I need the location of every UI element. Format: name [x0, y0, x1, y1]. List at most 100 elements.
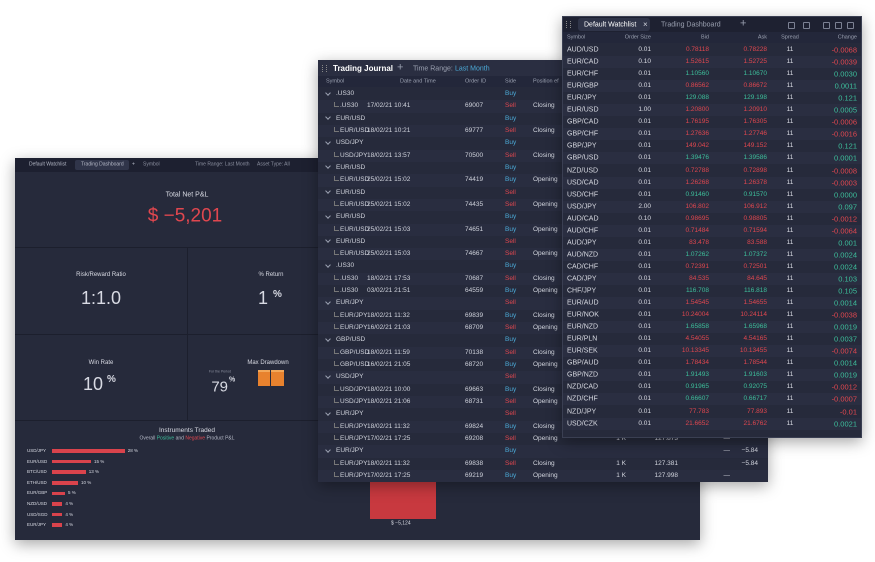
order-id: 69824 — [465, 422, 484, 430]
cell: 0.01 — [638, 238, 651, 246]
add-button[interactable]: + — [740, 17, 747, 30]
tab[interactable]: Default Watchlist — [29, 161, 67, 168]
cell: AUD/JPY — [567, 239, 597, 247]
order-id: 74667 — [465, 249, 484, 257]
cell: USD/CZK — [567, 420, 598, 428]
cell: 0.01 — [638, 154, 651, 162]
column-header[interactable]: Symbol — [326, 77, 345, 84]
tab[interactable]: Trading Dashboard — [661, 21, 721, 29]
cell: 116.818 — [743, 286, 767, 294]
cell: -0.0012 — [831, 382, 857, 392]
cell: 0.98805 — [743, 214, 768, 222]
cell: 0.01 — [638, 130, 651, 138]
column-header[interactable]: Date and Time — [400, 77, 436, 84]
column-header[interactable]: Symbol — [567, 33, 586, 40]
cell: 1.65968 — [743, 322, 768, 330]
section-title: Instruments Traded — [159, 426, 215, 434]
row-stripe — [563, 56, 861, 69]
symbol: .US30 — [340, 286, 359, 294]
order-id: 70500 — [465, 151, 484, 159]
cell: 0.01 — [638, 347, 651, 354]
filter[interactable]: Symbol — [143, 161, 160, 168]
date-time: 16/02/21 21:03 — [367, 323, 411, 331]
symbol: EUR/JPY — [340, 459, 368, 467]
order-id: 69219 — [465, 471, 484, 479]
tree-connector — [334, 422, 339, 428]
column-header[interactable]: Order ID — [465, 77, 487, 84]
tab[interactable]: Trading Dashboard — [81, 161, 124, 168]
cell: EUR/NZD — [567, 323, 599, 331]
cell: 1.00 — [638, 106, 651, 113]
cell: 0.0019 — [834, 370, 857, 380]
cell: 11 — [786, 142, 794, 150]
instrument-bar — [52, 470, 86, 474]
tab[interactable]: + — [132, 161, 135, 168]
side: Sell — [505, 323, 516, 331]
cell: 1.27636 — [685, 130, 710, 138]
cell: 0.0024 — [834, 262, 857, 272]
toolbar-icon — [847, 22, 854, 29]
cell: 0.91570 — [743, 190, 768, 198]
add-button[interactable]: + — [397, 61, 404, 74]
date-time: 18/02/21 17:53 — [367, 274, 411, 282]
tab-close[interactable]: × — [643, 20, 648, 29]
instrument-name: BTC/USD — [27, 468, 47, 474]
symbol: GBP/USD — [340, 360, 370, 368]
tree-connector — [334, 225, 339, 231]
cell: 1.76195 — [685, 118, 710, 126]
side: Sell — [505, 397, 516, 405]
column-header[interactable]: Side — [505, 77, 517, 84]
cell: 0.01 — [638, 359, 651, 367]
position-effect: Closing — [533, 385, 555, 393]
filter[interactable]: Asset Type: All — [257, 161, 290, 168]
column-header[interactable]: Order Size — [624, 33, 651, 40]
filter[interactable]: Time Range: Last Month — [195, 161, 250, 168]
column-header[interactable]: Bid — [701, 33, 709, 40]
column-header[interactable]: Change — [837, 33, 857, 40]
cell: 11 — [786, 190, 794, 198]
range-value[interactable]: Last Month — [455, 65, 490, 73]
tree-connector — [334, 471, 339, 477]
cell: GBP/CAD — [567, 118, 599, 126]
cell: 0.01 — [638, 93, 651, 101]
metric-unit: % — [107, 374, 116, 385]
metric-value: 1 — [257, 288, 268, 308]
column-header[interactable]: Spread — [781, 33, 799, 40]
cell: 0.0005 — [834, 105, 857, 115]
cell: EUR/AUD — [567, 299, 599, 307]
group-symbol: EUR/USD — [336, 212, 366, 220]
position-effect: Closing — [533, 459, 555, 467]
cell: 1.26268 — [685, 178, 710, 186]
side: Buy — [505, 385, 517, 393]
column-header[interactable]: Ask — [757, 33, 767, 40]
cell: 0.001 — [838, 238, 857, 248]
cell: 1.39476 — [685, 154, 710, 162]
position-effect: Opening — [533, 249, 558, 257]
order-id: 69663 — [465, 385, 484, 393]
side: Buy — [505, 471, 517, 479]
position-effect: Closing — [533, 311, 555, 319]
expand-chevron — [325, 163, 331, 170]
tab[interactable]: Default Watchlist — [584, 21, 637, 29]
cell: 0.01 — [638, 45, 651, 53]
cell: 0.72898 — [743, 166, 768, 174]
date-time: 03/02/21 21:51 — [367, 286, 411, 294]
cell: -0.0012 — [831, 213, 857, 223]
cell: GBP/CHF — [567, 130, 599, 138]
row-stripe — [563, 104, 861, 117]
cell: 0.0019 — [834, 322, 857, 332]
expand-chevron — [325, 212, 331, 219]
side: Buy — [505, 212, 517, 220]
cell: 0.71594 — [743, 226, 768, 234]
row-stripe — [563, 345, 861, 358]
cell: 1.39586 — [743, 154, 768, 162]
column-header[interactable]: Position ef — [533, 77, 559, 84]
group-symbol: EUR/USD — [336, 163, 366, 171]
cell: 0.01 — [638, 142, 651, 150]
cell: AUD/USD — [567, 46, 599, 54]
cell: 1.20800 — [685, 106, 710, 113]
cell: EUR/CAD — [567, 58, 599, 66]
row-stripe — [563, 128, 861, 141]
date-time: 18/02/21 11:32 — [367, 422, 410, 430]
symbol: EUR/USD — [340, 225, 370, 233]
